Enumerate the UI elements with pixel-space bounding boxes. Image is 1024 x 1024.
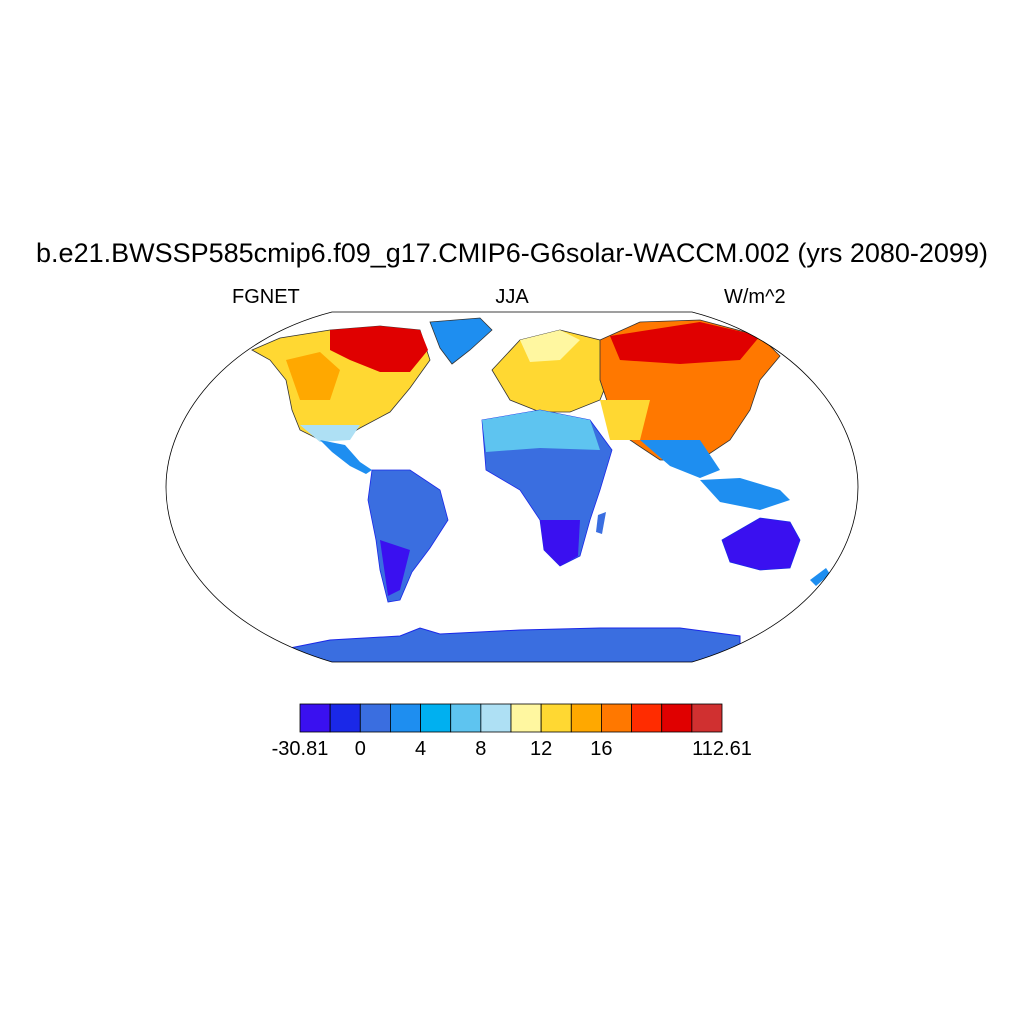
map-content	[251, 317, 830, 662]
north-america-south	[300, 425, 360, 442]
north-america-west	[286, 352, 340, 400]
africa-south	[540, 520, 580, 566]
colorbar-swatch	[631, 703, 663, 733]
greenland	[429, 317, 493, 365]
colorbar-swatch	[661, 703, 693, 733]
colorbar-swatch	[450, 703, 482, 733]
europe-north	[520, 330, 580, 362]
plot-title: b.e21.BWSSP585cmip6.f09_g17.CMIP6-G6sola…	[36, 238, 988, 268]
colorbar-swatch	[480, 703, 512, 733]
africa-north	[482, 410, 600, 452]
colorbar	[299, 703, 723, 733]
units-label: W/m^2	[724, 286, 786, 308]
australia	[721, 517, 801, 571]
colorbar-swatch	[510, 703, 542, 733]
colorbar-swatch	[601, 703, 632, 733]
new-zealand	[810, 568, 830, 586]
indonesia	[700, 478, 790, 510]
colorbar-tick-label: 0	[354, 738, 366, 760]
colorbar-swatch	[420, 703, 452, 733]
central-america	[320, 440, 372, 474]
colorbar-tick-label: 12	[530, 738, 553, 760]
colorbar-swatch	[540, 703, 572, 733]
colorbar-swatch	[570, 703, 602, 733]
asia-south	[640, 440, 720, 478]
colorbar-tick-label: 16	[590, 738, 613, 760]
south-america	[367, 469, 449, 603]
colorbar-tick-label: 4	[415, 738, 427, 760]
colorbar-swatch	[691, 703, 723, 733]
colorbar-tick-label: -30.81	[271, 738, 329, 760]
colorbar-tick-label: 112.61	[692, 738, 752, 760]
antarctica	[279, 627, 741, 662]
map-outline	[165, 311, 859, 663]
season-label: JJA	[495, 286, 529, 308]
colorbar-swatch	[390, 703, 421, 733]
colorbar-swatch	[359, 703, 391, 733]
asia-north	[610, 322, 760, 364]
colorbar-tick-label: 8	[475, 738, 487, 760]
asia-middle-east	[600, 400, 650, 440]
colorbar-swatch	[299, 703, 331, 733]
north-america-north	[330, 326, 428, 372]
madagascar	[596, 512, 606, 534]
colorbar-swatch	[329, 703, 361, 733]
south-america-interior	[380, 540, 410, 596]
variable-label: FGNET	[232, 286, 300, 308]
